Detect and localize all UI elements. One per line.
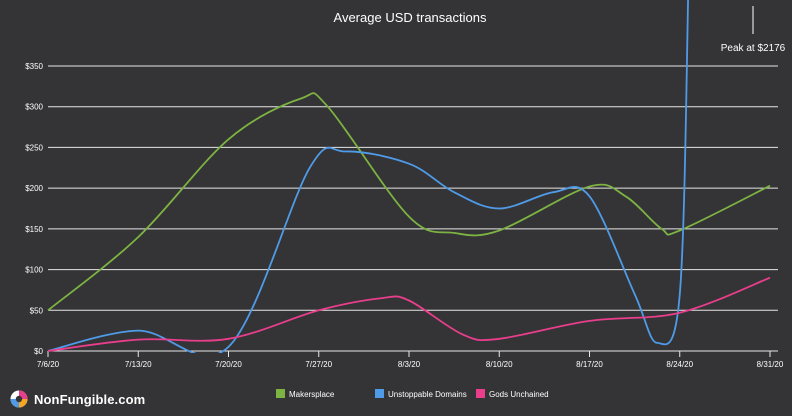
legend-swatch — [476, 389, 485, 398]
legend-label: Gods Unchained — [489, 390, 549, 399]
x-tick-label: 8/31/20 — [757, 360, 784, 369]
peak-annotation-label: Peak at $2176 — [721, 43, 786, 54]
brand: NonFungible.com — [10, 389, 145, 409]
series-line-unstoppable-domains — [47, 0, 689, 353]
legend-label: Makersplace — [289, 390, 335, 399]
x-tick-label: 7/6/20 — [37, 360, 60, 369]
y-tick-label: $100 — [25, 266, 43, 275]
x-axis: 7/6/20 7/13/20 7/20/20 7/27/20 8/3/20 8/10/20… — [37, 351, 784, 369]
y-tick-label: $250 — [25, 143, 43, 152]
y-tick-label: $200 — [25, 184, 43, 193]
series-line-makersplace — [47, 92, 771, 311]
series-line-gods-unchained — [47, 276, 771, 352]
grid-lines — [48, 65, 778, 352]
chart-title: Average USD transactions — [334, 10, 487, 25]
y-tick-label: $350 — [25, 62, 43, 71]
x-tick-label: 8/3/20 — [398, 360, 421, 369]
y-tick-label: $150 — [25, 225, 43, 234]
peak-annotation: Peak at $2176 — [721, 6, 786, 54]
x-tick-label: 7/20/20 — [215, 360, 242, 369]
x-tick-label: 8/17/20 — [576, 360, 603, 369]
legend-label: Unstoppable Domains — [388, 390, 467, 399]
y-tick-label: $50 — [30, 306, 44, 315]
legend-swatch — [375, 389, 384, 398]
brand-name: NonFungible.com — [34, 391, 146, 407]
y-tick-label: $300 — [25, 103, 43, 112]
y-axis-tick-labels: $0 $50 $100 $150 $200 $250 $300 $350 — [25, 62, 43, 356]
nonfungible-logo-icon — [10, 390, 28, 408]
legend-swatch — [276, 389, 285, 398]
x-tick-label: 8/10/20 — [486, 360, 513, 369]
x-tick-label: 8/24/20 — [666, 360, 693, 369]
x-tick-label: 7/27/20 — [305, 360, 332, 369]
legend: Makersplace Unstoppable Domains Gods Uncha… — [276, 389, 549, 399]
y-tick-label: $0 — [34, 347, 43, 356]
x-tick-label: 7/13/20 — [125, 360, 152, 369]
series-lines — [47, 0, 771, 353]
